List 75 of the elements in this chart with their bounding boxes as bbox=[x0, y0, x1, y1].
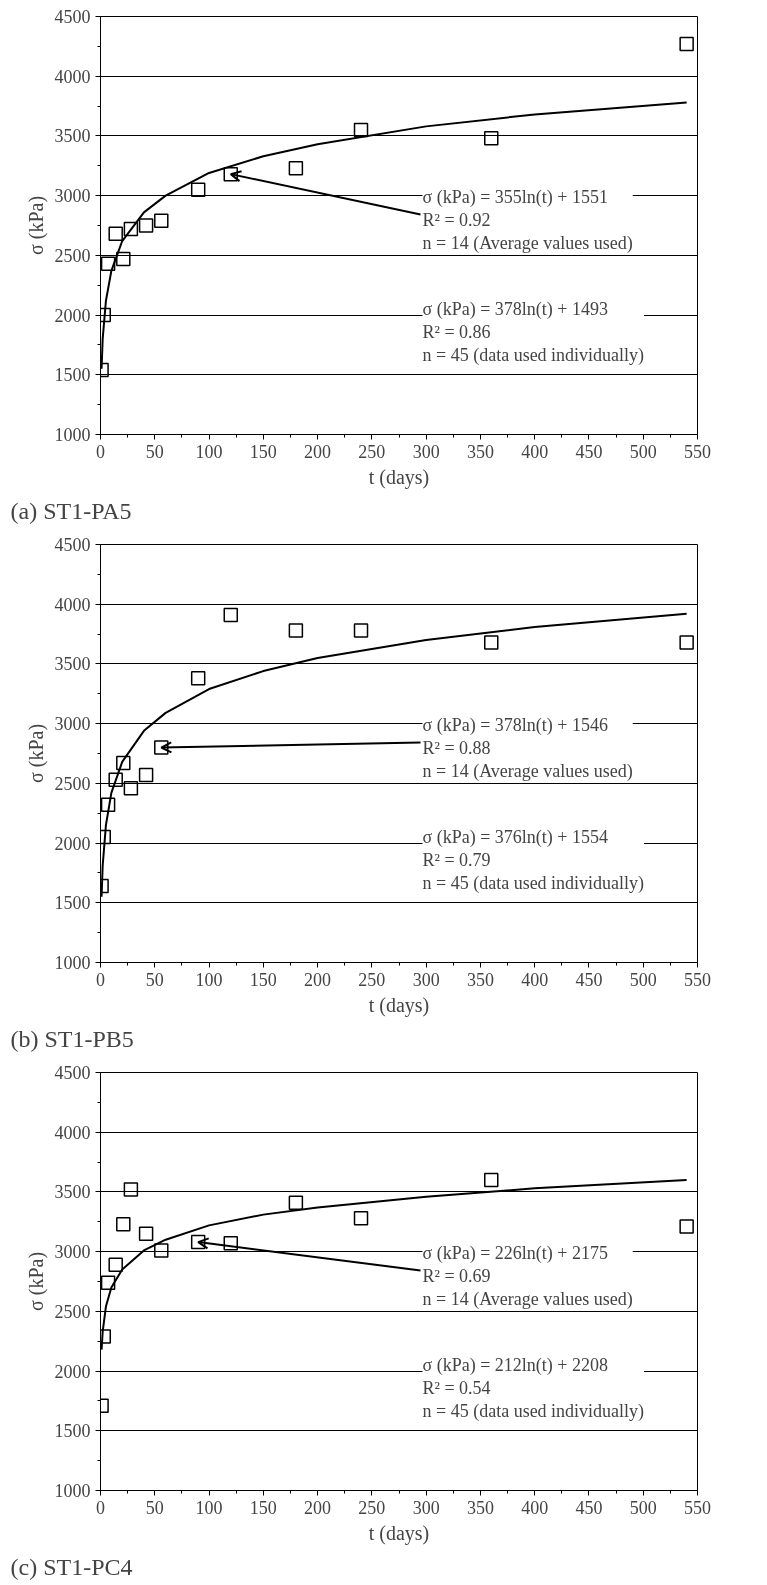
annotation: σ (kPa) = 378ln(t) + 1546 R² = 0.88 n = 14 (Average values used) bbox=[422, 714, 633, 782]
y-tick-label: 1500 bbox=[54, 365, 91, 386]
x-tick-label: 150 bbox=[249, 969, 277, 990]
y-tick-label: 1500 bbox=[54, 893, 91, 914]
x-tick-label: 350 bbox=[466, 1497, 494, 1518]
y-tick-label: 2000 bbox=[54, 833, 91, 854]
x-tick-label: 100 bbox=[195, 1497, 223, 1518]
text: (b) ST1-PB5 bbox=[10, 1025, 134, 1052]
y-tick-label: 4500 bbox=[54, 1063, 91, 1083]
y-tick-label: 2500 bbox=[54, 773, 91, 794]
x-tick-label: 0 bbox=[96, 441, 105, 462]
y-tick-label: 1000 bbox=[54, 1481, 91, 1501]
y-tick-label: 4000 bbox=[54, 1122, 91, 1143]
y-tick-label: 2500 bbox=[54, 245, 91, 266]
y-tick-label: 3000 bbox=[54, 186, 91, 207]
x-tick-label: 400 bbox=[521, 969, 549, 990]
annotation: σ (kPa) = 226ln(t) + 2175 R² = 0.69 n = 14 (Average values used) bbox=[422, 1242, 633, 1310]
x-axis-title: t (days) bbox=[368, 1521, 430, 1545]
x-tick-label: 200 bbox=[304, 441, 332, 462]
y-tick-label: 4000 bbox=[54, 66, 91, 87]
x-tick-label: 0 bbox=[96, 969, 105, 990]
x-tick-label: 100 bbox=[195, 969, 223, 990]
annotation: σ (kPa) = 212ln(t) + 2208 R² = 0.54 n = 45 (data used individually) bbox=[422, 1354, 645, 1422]
annotation: σ (kPa) = 355ln(t) + 1551 R² = 0.92 n = 14 (Average values used) bbox=[422, 186, 633, 254]
x-tick-label: 400 bbox=[521, 441, 549, 462]
annotation: σ (kPa) = 378ln(t) + 1493 R² = 0.86 n = 45 (data used individually) bbox=[422, 298, 645, 366]
annotation: σ (kPa) = 376ln(t) + 1554 R² = 0.79 n = 45 (data used individually) bbox=[422, 826, 645, 894]
x-tick-label: 550 bbox=[684, 1497, 711, 1518]
x-tick-label: 200 bbox=[304, 969, 332, 990]
x-tick-label: 250 bbox=[358, 441, 386, 462]
y-tick-label: 1000 bbox=[54, 425, 91, 445]
x-tick-label: 300 bbox=[412, 969, 440, 990]
text: (c) ST1-PC4 bbox=[10, 1553, 133, 1580]
x-tick-label: 550 bbox=[684, 969, 711, 990]
x-tick-label: 450 bbox=[575, 441, 603, 462]
y-tick-label: 1500 bbox=[54, 1421, 91, 1442]
x-tick-label: 350 bbox=[466, 969, 494, 990]
y-axis-title: σ (kPa) bbox=[24, 195, 48, 256]
x-tick-label: 300 bbox=[412, 441, 440, 462]
y-tick-label: 3500 bbox=[54, 126, 91, 147]
text: (a) ST1-PA5 bbox=[10, 497, 132, 524]
x-tick-label: 250 bbox=[358, 969, 386, 990]
x-tick-label: 0 bbox=[96, 1497, 105, 1518]
x-tick-label: 50 bbox=[145, 969, 164, 990]
x-tick-label: 500 bbox=[629, 441, 657, 462]
y-tick-label: 3000 bbox=[54, 1242, 91, 1263]
y-tick-label: 3500 bbox=[54, 654, 91, 675]
x-tick-label: 50 bbox=[145, 1497, 164, 1518]
x-tick-label: 50 bbox=[145, 441, 164, 462]
y-tick-label: 2000 bbox=[54, 1361, 91, 1382]
x-tick-label: 400 bbox=[521, 1497, 549, 1518]
y-tick-label: 2000 bbox=[54, 305, 91, 326]
x-tick-label: 500 bbox=[629, 1497, 657, 1518]
x-axis-title: t (days) bbox=[368, 993, 430, 1017]
x-tick-label: 450 bbox=[575, 1497, 603, 1518]
x-tick-label: 200 bbox=[304, 1497, 332, 1518]
y-tick-label: 3500 bbox=[54, 1182, 91, 1203]
y-axis-title: σ (kPa) bbox=[24, 1251, 48, 1312]
x-tick-label: 350 bbox=[466, 441, 494, 462]
x-tick-label: 150 bbox=[249, 1497, 277, 1518]
y-axis-title: σ (kPa) bbox=[24, 723, 48, 784]
y-tick-label: 3000 bbox=[54, 714, 91, 735]
y-tick-label: 4000 bbox=[54, 594, 91, 615]
x-tick-label: 500 bbox=[629, 969, 657, 990]
y-tick-label: 1000 bbox=[54, 953, 91, 973]
x-tick-label: 150 bbox=[249, 441, 277, 462]
y-tick-label: 4500 bbox=[54, 535, 91, 555]
x-axis-title: t (days) bbox=[368, 465, 430, 489]
y-tick-label: 2500 bbox=[54, 1301, 91, 1322]
x-tick-label: 300 bbox=[412, 1497, 440, 1518]
x-tick-label: 100 bbox=[195, 441, 223, 462]
x-tick-label: 250 bbox=[358, 1497, 386, 1518]
x-tick-label: 550 bbox=[684, 441, 711, 462]
y-tick-label: 4500 bbox=[54, 7, 91, 27]
x-tick-label: 450 bbox=[575, 969, 603, 990]
